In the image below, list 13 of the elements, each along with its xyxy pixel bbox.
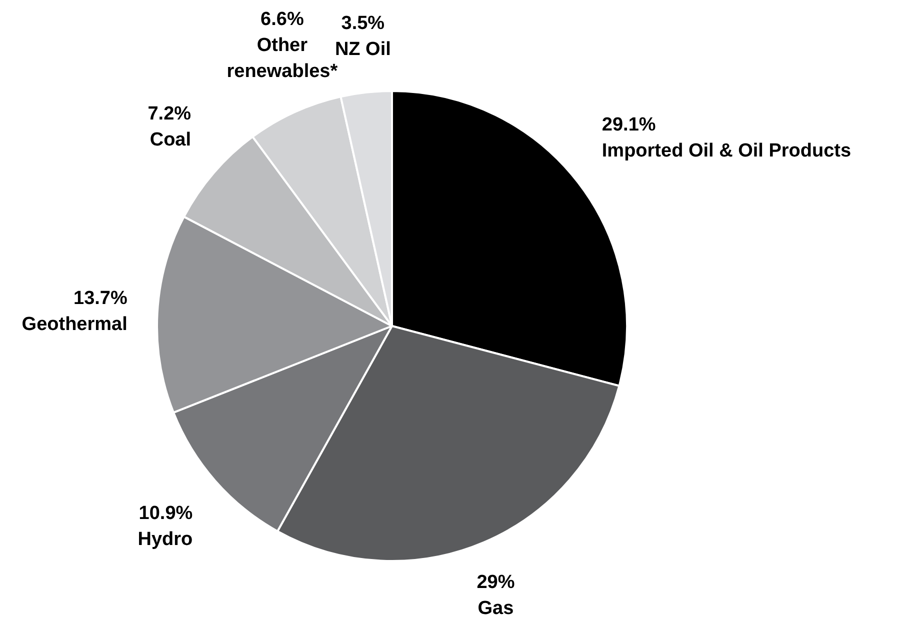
data-label: 13.7% bbox=[74, 288, 128, 310]
slice-label: Imported Oil & Oil Products bbox=[602, 140, 852, 162]
data-label: 10.9% bbox=[138, 502, 193, 524]
data-label: 6.6% bbox=[260, 9, 304, 30]
data-label: 3.5% bbox=[341, 12, 385, 34]
slice-label: Hydro bbox=[138, 528, 193, 550]
slice-label: Geothermal bbox=[22, 314, 128, 336]
slice-label: NZ Oil bbox=[334, 38, 391, 60]
data-label: 7.2% bbox=[148, 104, 192, 124]
slice-label: Coal bbox=[150, 130, 192, 150]
data-label: 29% bbox=[476, 572, 515, 594]
data-label: 29.1% bbox=[602, 114, 656, 136]
slice-label: Gas bbox=[478, 598, 514, 620]
